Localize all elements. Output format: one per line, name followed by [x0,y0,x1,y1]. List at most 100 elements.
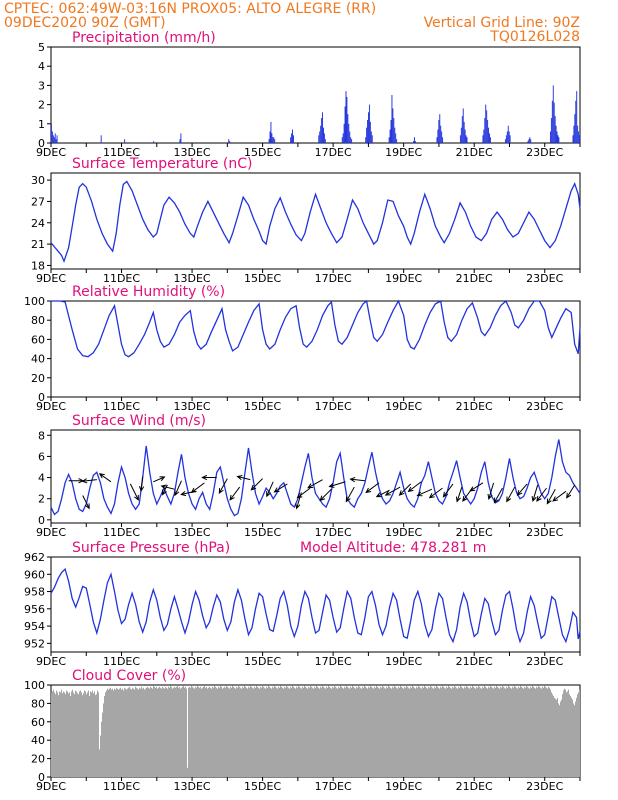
bar [500,686,501,777]
plot-frame [50,429,581,524]
bar [105,692,106,777]
bar [273,137,275,143]
bar [77,693,78,777]
bar [321,687,322,777]
bar [285,687,286,777]
bar [178,687,179,777]
bar [519,687,520,777]
wind-arrow [218,478,228,495]
y-tick-label: 956 [24,603,45,616]
bar [526,685,527,777]
bar [272,686,273,777]
wind-arrow [546,488,556,505]
bar [455,686,456,777]
bar [323,133,325,143]
bar [57,692,58,777]
bar [341,137,343,143]
bar [160,687,161,777]
bar [411,687,412,777]
bar [324,139,326,143]
bar [114,688,115,777]
bar [398,686,399,777]
bar [556,699,557,777]
bar [517,688,518,777]
bar [76,691,77,777]
bar [72,689,73,777]
bar [186,688,187,777]
bar [181,687,182,777]
bar [318,135,320,143]
bar [293,686,294,777]
bar [471,687,472,777]
bar [147,686,148,777]
bar [99,749,100,777]
bar [97,690,98,777]
y-tick-label: 60 [31,716,45,729]
bar [557,135,559,143]
bar [231,687,232,777]
bar [506,686,507,777]
bar [303,687,304,777]
bar [560,701,561,777]
bar [222,688,223,777]
bar [523,688,524,777]
bar [111,689,112,777]
bar [176,686,177,777]
bar [56,690,57,777]
bar [301,688,302,777]
bar [527,141,529,143]
bar [385,688,386,777]
bar [196,687,197,777]
x-tick-label: 13DEC [174,780,211,793]
wind-arrow [162,484,168,496]
bar [360,687,361,777]
bar [326,686,327,777]
bar [436,137,438,143]
bar [440,686,441,777]
bar [162,686,163,777]
x-tick-label: 9DEC [36,780,66,793]
header-grid-line: Vertical Grid Line: 90Z [424,15,580,31]
bar [417,687,418,777]
bar [371,135,373,143]
bar [338,686,339,777]
x-tick-label: 19DEC [385,526,422,539]
bar [577,694,578,777]
bar [527,686,528,777]
wind-arrow [455,486,463,503]
bar [325,688,326,777]
x-tick-label: 19DEC [385,146,422,159]
bar [80,690,81,777]
bar [164,688,165,777]
x-tick-label: 15DEC [244,780,281,793]
bar [574,705,575,777]
bar [505,135,507,143]
bar [350,686,351,777]
x-tick-label: 21DEC [456,526,493,539]
bar [555,125,557,143]
bar [153,685,154,777]
bar [468,687,469,777]
bar [61,689,62,777]
bar [392,108,394,143]
bar [110,687,111,777]
bar [283,688,284,777]
bar [387,687,388,777]
bar [461,116,463,143]
bar [268,139,270,143]
bar [206,686,207,777]
bar [279,687,280,777]
bar [391,95,393,143]
y-tick-label: 80 [31,697,45,710]
bar [545,686,546,777]
bar [573,703,574,777]
bar [343,123,345,143]
bar [197,685,198,777]
bar [568,689,569,777]
bar [108,689,109,777]
bar [465,687,466,777]
bar [341,686,342,777]
bar [154,686,155,777]
x-tick-label: 19DEC [385,780,422,793]
bar [84,690,85,777]
